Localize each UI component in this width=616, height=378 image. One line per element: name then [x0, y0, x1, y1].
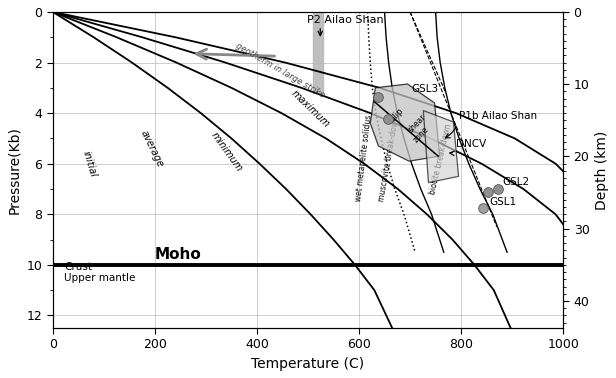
Y-axis label: Depth (km): Depth (km)	[595, 130, 609, 210]
Text: DNCV: DNCV	[456, 139, 486, 149]
Text: initial: initial	[81, 149, 99, 178]
Text: shear: shear	[407, 112, 428, 134]
Text: biotite break-down: biotite break-down	[428, 122, 453, 195]
Text: average: average	[139, 129, 166, 169]
Polygon shape	[370, 84, 440, 161]
Text: GSL2: GSL2	[502, 177, 529, 187]
Y-axis label: Pressure(Kb): Pressure(Kb)	[7, 126, 21, 214]
Text: Moho: Moho	[155, 247, 201, 262]
Text: zone: zone	[412, 125, 431, 144]
Text: P2 Ailao Shan: P2 Ailao Shan	[307, 15, 384, 25]
Text: geotherm in large strike: geotherm in large strike	[234, 41, 326, 99]
Text: Upper mantle: Upper mantle	[64, 273, 136, 283]
Text: muscovite break-down: muscovite break-down	[376, 115, 400, 202]
Text: minimum: minimum	[209, 131, 244, 174]
Text: -slip: -slip	[386, 106, 405, 125]
Polygon shape	[423, 111, 458, 183]
Text: P1b Ailao Shan: P1b Ailao Shan	[458, 112, 537, 121]
Text: GSL3: GSL3	[411, 84, 439, 94]
Text: wet metapelite solidus: wet metapelite solidus	[354, 115, 374, 203]
X-axis label: Temperature (C): Temperature (C)	[251, 357, 365, 371]
Text: GSL1: GSL1	[489, 197, 516, 208]
Text: Crust: Crust	[64, 262, 92, 273]
Text: maximum: maximum	[290, 89, 331, 130]
